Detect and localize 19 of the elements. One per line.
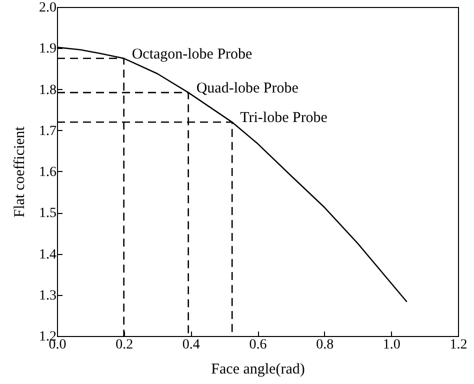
x-tick-label: 1.2 <box>450 338 468 352</box>
y-axis-title: Flat coefficient <box>12 126 28 218</box>
y-tick-label: 1.3 <box>39 288 56 304</box>
x-tick-label: 1.0 <box>382 338 400 352</box>
x-tick-label: 0.8 <box>316 338 334 352</box>
x-axis-title: Face angle(rad) <box>211 362 305 378</box>
y-tick-label: 2.0 <box>39 0 56 16</box>
y-tick-label: 1.4 <box>39 247 56 262</box>
y-tick-label: 1.6 <box>39 165 56 180</box>
y-tick-label: 1.9 <box>39 42 56 57</box>
x-tick-label: 0.2 <box>116 338 134 352</box>
y-tick-label: 1.8 <box>39 82 56 98</box>
annotation: Quad-lobe Probe <box>196 80 299 97</box>
x-tick-label: 0.4 <box>182 338 200 352</box>
annotation: Tri-lobe Probe <box>240 110 328 126</box>
x-tick-label: 0.6 <box>249 338 267 352</box>
y-tick-label: 1.7 <box>39 124 56 139</box>
y-tick-label: 1.5 <box>39 206 56 222</box>
annotation: Octagon-lobe Probe <box>132 46 253 62</box>
